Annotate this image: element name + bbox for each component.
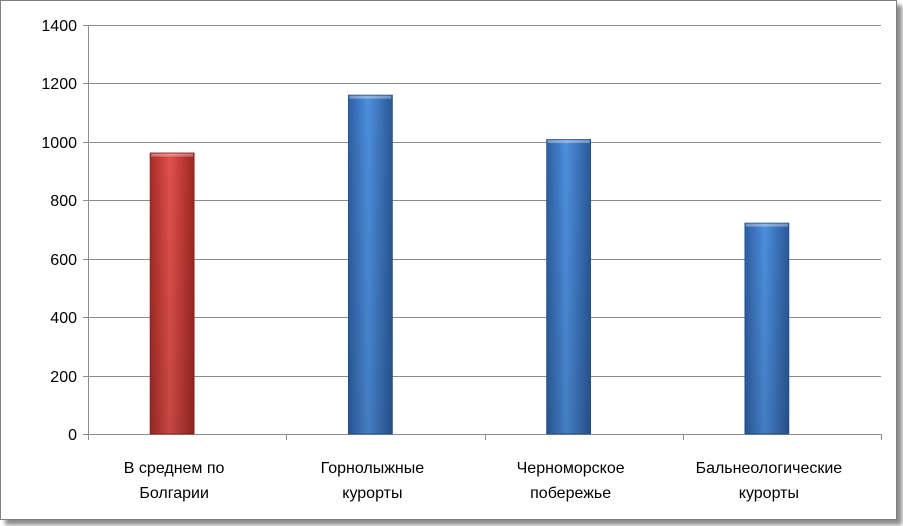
y-tick-label: 1400 <box>41 18 77 35</box>
y-tick-label: 200 <box>50 369 77 386</box>
y-tick-label: 1000 <box>41 135 77 152</box>
y-tick-label: 600 <box>50 252 77 269</box>
bar <box>744 222 790 435</box>
bar-chart: 0 200 400 600 800 1000 1200 1400 В среднем по Бол… <box>41 18 882 502</box>
x-category-label: Горнолыжные курорты <box>321 460 425 502</box>
bars <box>149 94 790 435</box>
axes <box>83 25 882 440</box>
gridlines <box>88 25 881 377</box>
bar <box>546 139 592 435</box>
x-category-label: Черноморское побережье <box>517 460 625 502</box>
labels: 0 200 400 600 800 1000 1200 1400 В среднем по Бол… <box>41 18 842 502</box>
x-category-label: Бальнеологические курорты <box>696 460 843 502</box>
bar <box>347 94 393 435</box>
y-tick-label: 0 <box>68 427 77 444</box>
bar <box>149 152 195 435</box>
y-tick-label: 400 <box>50 310 77 327</box>
x-category-label: В среднем по Болгарии <box>124 460 225 502</box>
y-tick-label: 1200 <box>41 76 77 93</box>
y-tick-label: 800 <box>50 193 77 210</box>
